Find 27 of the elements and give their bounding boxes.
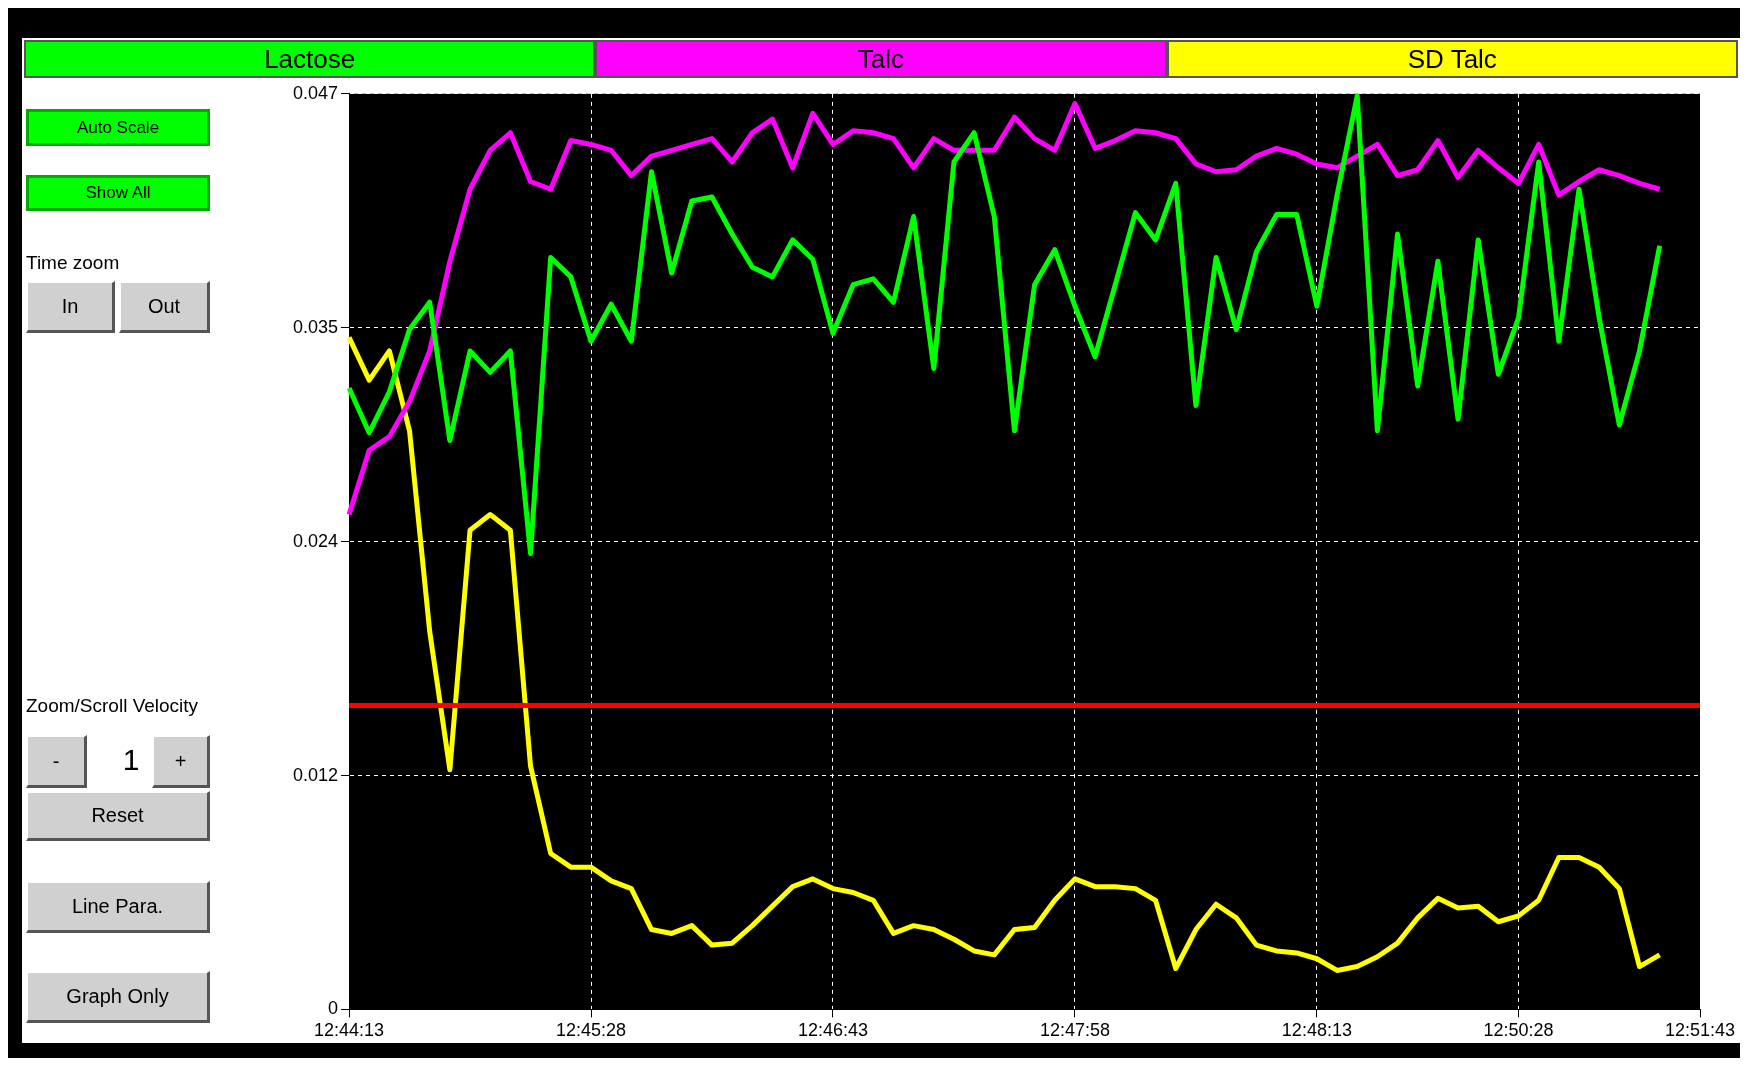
text: 1 [122,743,140,777]
y-tick-label: 0.047 [293,82,339,103]
text: SD Talc [1407,43,1497,75]
button: + [152,735,210,788]
button: - [26,735,87,788]
x-tick-label: 12:50:28 [1483,1020,1554,1041]
button: Graph Only [26,971,210,1023]
x-tick-label: 12:47:58 [1039,1020,1110,1041]
y-tick-label: 0 [328,998,339,1019]
x-tick-label: 12:44:13 [314,1020,385,1041]
y-tick-label: 0.012 [293,764,339,785]
button: Auto Scale [26,109,210,146]
x-tick-label: 12:46:43 [797,1020,869,1041]
button: Line Para. [26,881,210,933]
button: Show All [26,175,210,211]
text: Time zoom [26,252,120,274]
button: In [26,281,115,333]
button: Reset [26,791,210,841]
x-tick-label: 12:48:13 [1281,1020,1352,1041]
text: Zoom/Scroll Velocity [26,695,199,717]
y-tick-label: 0.035 [293,316,339,337]
text: Lactose [264,43,356,75]
text: Talc [857,43,905,75]
x-tick-label: 12:45:28 [555,1020,627,1041]
y-tick-label: 0.024 [293,530,339,551]
button: Out [119,281,210,333]
x-tick-label: 12:51:43 [1664,1020,1736,1041]
